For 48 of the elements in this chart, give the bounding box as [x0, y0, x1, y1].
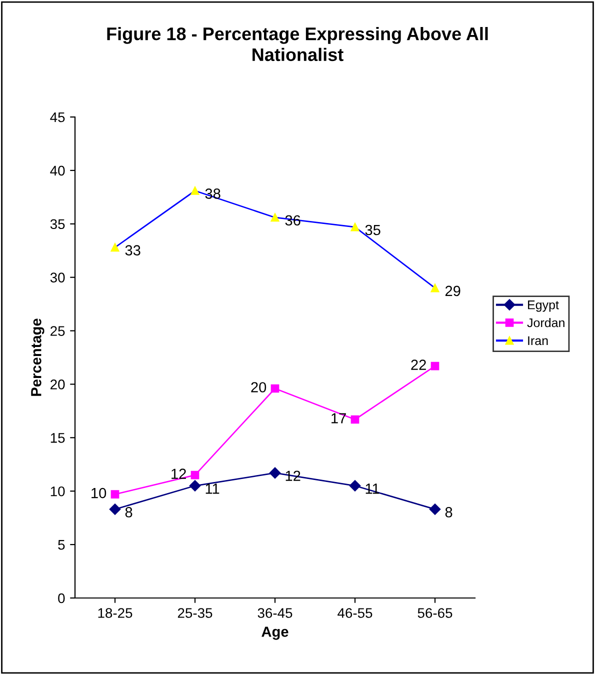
point [270, 213, 280, 222]
point [270, 384, 280, 393]
x-tick-label: 46-55 [338, 608, 372, 618]
point [190, 470, 200, 480]
data-label: 11 [206, 484, 220, 494]
point [350, 222, 360, 232]
legend-label: Iran [528, 336, 548, 346]
point [269, 467, 281, 479]
y-tick-label: 0 [58, 593, 65, 604]
point [110, 243, 120, 252]
point [429, 504, 441, 515]
y-tick-label: 10 [50, 486, 65, 496]
point [109, 504, 121, 515]
y-tick-label: 5 [58, 540, 65, 550]
x-tick-label: 36-45 [258, 608, 292, 618]
point [430, 362, 440, 370]
data-label: 8 [125, 507, 132, 518]
point [189, 480, 201, 492]
data-label: 10 [92, 488, 106, 498]
data-label: 35 [365, 224, 380, 236]
y-tick-label: 20 [50, 380, 65, 390]
y-tick-label: 30 [50, 272, 65, 283]
data-label: 22 [411, 360, 426, 370]
data-label: 38 [205, 188, 220, 199]
point [349, 480, 361, 492]
x-tick-label: 56-65 [418, 608, 452, 618]
legend-label: Jordan [527, 318, 564, 328]
point [190, 186, 200, 195]
data-label: 17 [332, 413, 346, 424]
data-label: 20 [251, 382, 266, 392]
data-label: 12 [172, 468, 186, 479]
y-tick-label: 40 [50, 166, 65, 176]
x-axis-title: Age [262, 626, 288, 640]
point [350, 415, 360, 424]
data-label: 29 [445, 286, 460, 296]
y-tick-label: 45 [50, 112, 65, 122]
y-tick-label: 25 [50, 326, 65, 336]
y-tick-label: 15 [50, 433, 65, 443]
x-tick-label: 18-25 [98, 608, 132, 618]
point [110, 490, 120, 498]
data-label: 33 [125, 245, 140, 256]
point [430, 284, 440, 292]
y-axis-title: Percentage [31, 318, 44, 396]
data-label: 8 [445, 507, 452, 518]
chart-title: Figure 18 - Percentage Expressing Above All Nationalist [107, 27, 488, 62]
y-tick-label: 35 [50, 219, 65, 230]
legend-label: Egypt [528, 300, 559, 312]
x-tick-label: 25-35 [178, 608, 212, 618]
